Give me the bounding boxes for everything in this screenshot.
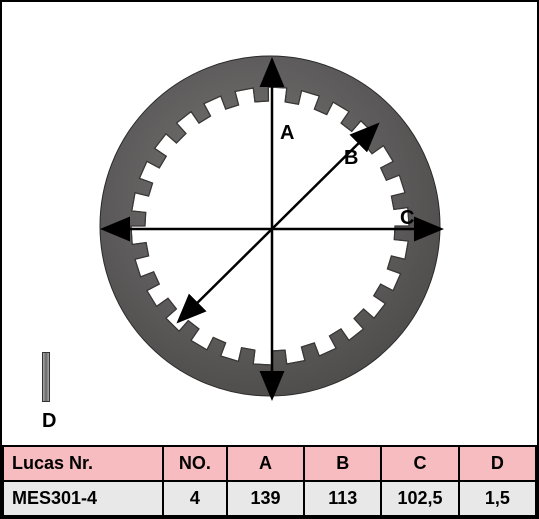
spec-frame: A B C D Lucas Nr. NO. A B C D MES301-4 4 bbox=[0, 0, 539, 519]
table-row: MES301-4 4 139 113 102,5 1,5 bbox=[3, 481, 536, 516]
td-lucas: MES301-4 bbox=[3, 481, 163, 516]
th-D: D bbox=[459, 446, 536, 481]
spec-table-area: Lucas Nr. NO. A B C D MES301-4 4 139 113… bbox=[2, 445, 537, 517]
thickness-indicator: D bbox=[42, 352, 56, 433]
th-lucas: Lucas Nr. bbox=[3, 446, 163, 481]
label-C: C bbox=[400, 207, 414, 230]
diagram-area: A B C D bbox=[2, 2, 537, 450]
td-no: 4 bbox=[163, 481, 227, 516]
clutch-plate-graphic bbox=[90, 46, 450, 406]
label-B: B bbox=[344, 147, 358, 170]
spec-table: Lucas Nr. NO. A B C D MES301-4 4 139 113… bbox=[2, 445, 537, 517]
td-B: 113 bbox=[304, 481, 381, 516]
th-no: NO. bbox=[163, 446, 227, 481]
table-header-row: Lucas Nr. NO. A B C D bbox=[3, 446, 536, 481]
td-A: 139 bbox=[227, 481, 304, 516]
th-B: B bbox=[304, 446, 381, 481]
label-D: D bbox=[42, 410, 56, 433]
label-A: A bbox=[280, 122, 294, 145]
th-C: C bbox=[381, 446, 458, 481]
thickness-bar bbox=[42, 352, 50, 402]
td-C: 102,5 bbox=[381, 481, 458, 516]
td-D: 1,5 bbox=[459, 481, 536, 516]
th-A: A bbox=[227, 446, 304, 481]
